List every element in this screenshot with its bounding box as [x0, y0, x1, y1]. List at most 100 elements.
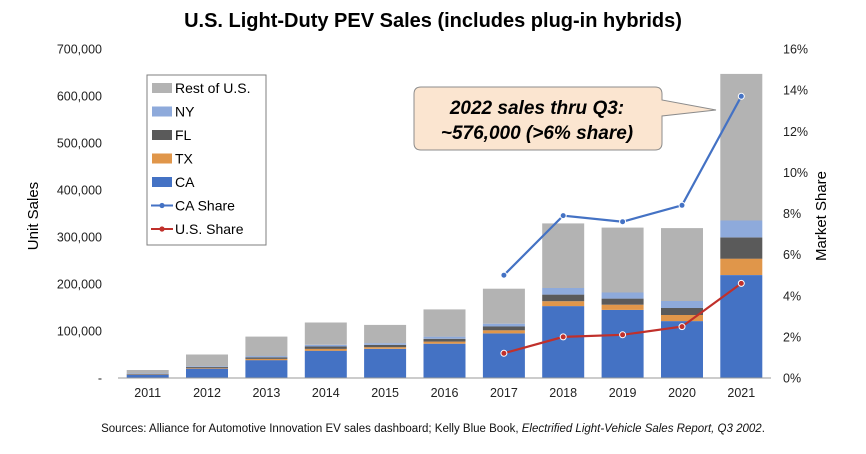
point-ca-share-2020 [678, 201, 686, 209]
point-u-s-share-2021 [737, 279, 745, 287]
y2-tick-label: 16% [783, 43, 808, 57]
bar-ny-2020 [661, 300, 703, 308]
bar-ca-2020 [661, 321, 703, 378]
bar-tx-2016 [423, 341, 466, 344]
y2-tick-label: 4% [783, 289, 801, 303]
pev-sales-chart: U.S. Light-Duty PEV Sales (includes plug… [25, 10, 830, 400]
legend-marker-u-s-share [159, 226, 165, 232]
x-tick-label: 2021 [727, 386, 755, 400]
y2-tick-label: 14% [783, 84, 808, 98]
point-ca-share-2019 [619, 218, 627, 226]
bar-ny-2021 [720, 220, 763, 238]
bar-fl-2011 [126, 373, 169, 375]
bar-rest-of-u-s--2016 [423, 309, 466, 337]
bar-fl-2021 [720, 237, 763, 259]
y2-tick-label: 12% [783, 125, 808, 139]
bar-ny-2014 [304, 344, 347, 347]
point-ca-share-2021 [737, 92, 745, 100]
x-tick-label: 2012 [193, 386, 221, 400]
bar-tx-2012 [186, 367, 228, 369]
point-u-s-share-2019 [619, 331, 627, 339]
legend-label-rest-of-u-s-: Rest of U.S. [175, 80, 250, 96]
bar-tx-2014 [304, 348, 347, 351]
x-tick-label: 2016 [431, 386, 459, 400]
bar-fl-2020 [661, 308, 703, 315]
bar-tx-2018 [542, 301, 585, 307]
bar-rest-of-u-s--2019 [601, 227, 644, 293]
bar-rest-of-u-s--2018 [542, 223, 585, 288]
bar-fl-2016 [423, 338, 466, 342]
x-tick-label: 2019 [609, 386, 637, 400]
bar-ca-2011 [126, 374, 169, 378]
bar-fl-2017 [482, 326, 525, 331]
bar-rest-of-u-s--2014 [304, 322, 347, 345]
point-u-s-share-2020 [678, 323, 686, 331]
legend-label-fl: FL [175, 127, 192, 143]
bar-ca-2012 [186, 368, 228, 378]
legend-label-u-s-share: U.S. Share [175, 221, 244, 237]
x-tick-label: 2011 [134, 386, 161, 400]
legend-swatch-ca [152, 177, 172, 187]
y-tick-label: 300,000 [57, 231, 102, 245]
bar-ca-2015 [364, 348, 407, 378]
y-tick-label: 700,000 [57, 43, 102, 57]
bar-fl-2014 [304, 346, 347, 349]
x-tick-label: 2018 [549, 386, 577, 400]
callout-line-1: 2022 sales thru Q3: [449, 98, 624, 119]
share-lines-layer [500, 92, 745, 357]
callout: 2022 sales thru Q3: ~576,000 (>6% share) [413, 86, 717, 151]
bar-rest-of-u-s--2020 [661, 228, 703, 301]
bar-tx-2019 [601, 304, 644, 310]
legend-marker-ca-share [159, 202, 165, 209]
legend-label-ca: CA [175, 174, 195, 190]
legend-swatch-ny [152, 106, 172, 117]
bar-ny-2015 [364, 343, 407, 345]
legend-swatch-fl [152, 130, 172, 140]
source-suffix: . [761, 423, 765, 435]
y2-axis-label: Market Share [813, 171, 830, 261]
bar-ca-2013 [245, 360, 288, 378]
bar-ca-2021 [720, 275, 763, 378]
source-prefix: Sources: Alliance for Automotive Innovat… [101, 423, 522, 435]
y2-tick-label: 0% [783, 372, 801, 386]
y-tick-label: 400,000 [57, 184, 102, 198]
y2-tick-label: 6% [783, 248, 801, 262]
bar-ny-2012 [186, 366, 228, 367]
source-note: Sources: Alliance for Automotive Innovat… [0, 423, 866, 435]
legend-label-tx: TX [175, 151, 194, 167]
bar-ca-2014 [304, 350, 347, 378]
x-tick-label: 2014 [312, 386, 340, 400]
bar-rest-of-u-s--2012 [186, 354, 228, 367]
y-tick-label: - [98, 372, 102, 386]
bar-ny-2017 [482, 323, 525, 327]
point-u-s-share-2018 [559, 333, 567, 341]
y2-tick-label: 2% [783, 330, 801, 344]
bars-layer [126, 73, 763, 378]
bar-rest-of-u-s--2013 [245, 336, 288, 357]
bar-fl-2013 [245, 357, 288, 359]
point-ca-share-2017 [500, 271, 508, 279]
y-tick-label: 200,000 [57, 278, 102, 292]
callout-bubble [413, 86, 717, 151]
bar-ny-2016 [423, 336, 466, 339]
x-tick-label: 2020 [668, 386, 696, 400]
bar-tx-2021 [720, 258, 763, 275]
y-tick-label: 100,000 [57, 325, 102, 339]
bar-ny-2013 [245, 356, 288, 358]
bar-rest-of-u-s--2015 [364, 324, 407, 344]
bar-tx-2015 [364, 347, 407, 349]
bar-rest-of-u-s--2011 [126, 370, 169, 374]
legend-label-ny: NY [175, 104, 195, 120]
x-tick-label: 2015 [371, 386, 399, 400]
bar-ca-2019 [601, 309, 644, 378]
bar-ny-2019 [601, 292, 644, 299]
bar-ca-2018 [542, 306, 585, 378]
bar-fl-2018 [542, 294, 585, 302]
bar-fl-2012 [186, 367, 228, 368]
bar-tx-2017 [482, 330, 525, 334]
bar-tx-2020 [661, 315, 703, 322]
legend: Rest of U.S. NY FL TX CA CA Share U.S. Share [146, 74, 267, 246]
y-axis-label: Unit Sales [25, 182, 42, 250]
y-tick-label: 500,000 [57, 137, 102, 151]
